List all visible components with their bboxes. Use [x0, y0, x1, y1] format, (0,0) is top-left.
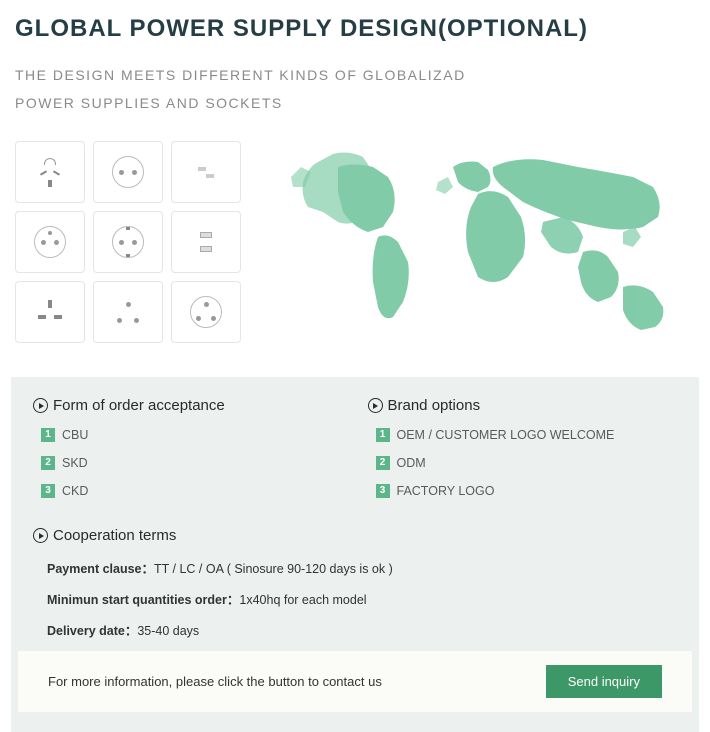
socket-za: [93, 281, 163, 343]
list-item: 2 ODM: [368, 456, 678, 470]
brand-options-section: Brand options 1 OEM / CUSTOMER LOGO WELCO…: [368, 397, 678, 512]
brand-list: 1 OEM / CUSTOMER LOGO WELCOME 2 ODM 3 FACTO…: [368, 428, 678, 498]
brand-title-text: Brand options: [388, 397, 481, 414]
coop-value: 35-40 days: [137, 624, 199, 638]
order-acceptance-title: Form of order acceptance: [33, 397, 343, 414]
order-acceptance-section: Form of order acceptance 1 CBU 2 SKD 3 CKD: [33, 397, 343, 512]
socket-fr: [15, 211, 85, 273]
num-badge: 2: [376, 456, 390, 470]
list-item: 1 CBU: [33, 428, 343, 442]
num-badge: 2: [41, 456, 55, 470]
list-item: 2 SKD: [33, 456, 343, 470]
socket-eu-2pin: [93, 141, 163, 203]
middle-section: [15, 132, 695, 352]
coop-item: Payment clause：TT / LC / OA ( Sinosure 9…: [47, 558, 677, 577]
send-inquiry-button[interactable]: Send inquiry: [546, 665, 662, 698]
num-badge: 1: [41, 428, 55, 442]
item-text: OEM / CUSTOMER LOGO WELCOME: [397, 428, 615, 442]
order-title-text: Form of order acceptance: [53, 397, 225, 414]
coop-item: Delivery date：35-40 days: [47, 620, 677, 639]
page-subtitle: THE DESIGN MEETS DIFFERENT KINDS OF GLOB…: [15, 61, 695, 117]
socket-aus: [15, 141, 85, 203]
socket-grid: [15, 141, 241, 343]
socket-swiss: [171, 281, 241, 343]
coop-item: Minimun start quantities order：1x40hq fo…: [47, 589, 677, 608]
coop-label: Minimun start quantities order：: [47, 593, 239, 607]
item-text: CKD: [62, 484, 88, 498]
coop-value: TT / LC / OA ( Sinosure 90-120 days is o…: [154, 562, 393, 576]
socket-usb-slot: [171, 141, 241, 203]
list-item: 1 OEM / CUSTOMER LOGO WELCOME: [368, 428, 678, 442]
info-panel: Form of order acceptance 1CBU 2SKD 3CKD …: [11, 377, 699, 732]
list-item: 3 CKD: [33, 484, 343, 498]
item-text: ODM: [397, 456, 426, 470]
play-icon: [33, 528, 48, 543]
num-badge: 1: [376, 428, 390, 442]
cooperation-section: Cooperation terms Payment clause：TT / LC…: [33, 527, 677, 639]
cooperation-title: Cooperation terms: [33, 527, 677, 544]
socket-dual-usb: [171, 211, 241, 273]
subtitle-line2: POWER SUPPLIES AND SOCKETS: [15, 89, 695, 117]
item-text: CBU: [62, 428, 88, 442]
cta-text: For more information, please click the b…: [48, 674, 382, 689]
socket-uk: [15, 281, 85, 343]
item-text: FACTORY LOGO: [397, 484, 495, 498]
world-map-svg: [271, 132, 695, 352]
play-icon: [368, 398, 383, 413]
play-icon: [33, 398, 48, 413]
order-list: 1 CBU 2 SKD 3 CKD: [33, 428, 343, 498]
cta-bar: For more information, please click the b…: [18, 651, 692, 712]
list-item: 3 FACTORY LOGO: [368, 484, 678, 498]
coop-label: Delivery date：: [47, 624, 137, 638]
num-badge: 3: [41, 484, 55, 498]
world-map: [271, 132, 695, 352]
socket-schuko: [93, 211, 163, 273]
coop-title-text: Cooperation terms: [53, 527, 176, 544]
subtitle-line1: THE DESIGN MEETS DIFFERENT KINDS OF GLOB…: [15, 61, 695, 89]
coop-value: 1x40hq for each model: [239, 593, 366, 607]
coop-list: Payment clause：TT / LC / OA ( Sinosure 9…: [33, 558, 677, 639]
item-text: SKD: [62, 456, 88, 470]
page-title: GLOBAL POWER SUPPLY DESIGN(OPTIONAL): [15, 15, 695, 43]
brand-options-title: Brand options: [368, 397, 678, 414]
coop-label: Payment clause：: [47, 562, 154, 576]
num-badge: 3: [376, 484, 390, 498]
